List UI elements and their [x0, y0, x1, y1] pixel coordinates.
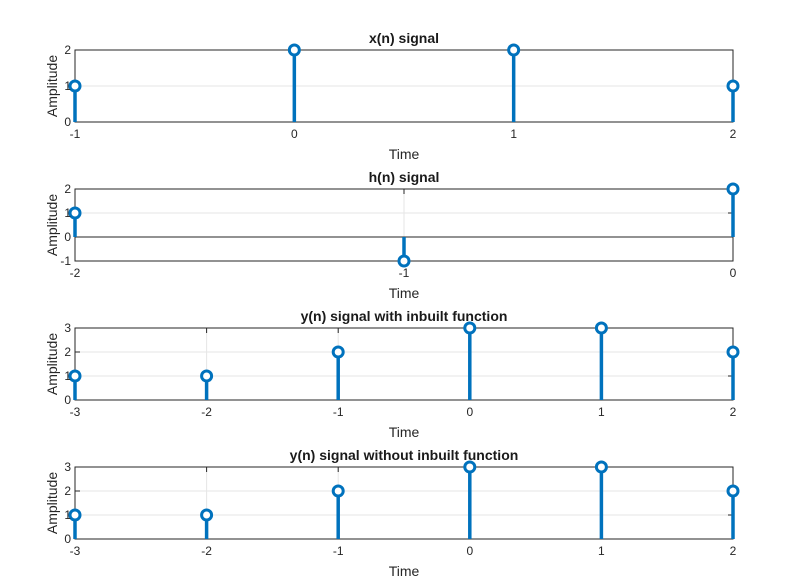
y-tick-label: 2	[64, 345, 71, 359]
axes-box	[74, 327, 734, 401]
x-tick-label: -1	[333, 405, 344, 419]
stem-marker	[726, 484, 740, 498]
x-tick-label: 2	[730, 544, 737, 558]
stem-marker	[68, 508, 82, 522]
y-tick-label: 0	[64, 532, 71, 546]
y-tick-label: 3	[64, 321, 71, 335]
x-tick-label: -3	[70, 405, 81, 419]
y-tick-label: 3	[64, 460, 71, 474]
y-axis-label: Amplitude	[44, 194, 60, 256]
x-tick-label: 0	[466, 544, 473, 558]
stem-marker	[726, 182, 740, 196]
stem-marker	[331, 484, 345, 498]
x-tick-label: 0	[291, 127, 298, 141]
chart-panel-4: -3 -2 -1 0 1 2 0 1 2 3 y(n) signal without inbuilt…	[44, 447, 740, 578]
stem-marker	[68, 206, 82, 220]
chart-title: y(n) signal without inbuilt function	[290, 447, 519, 463]
x-tick-label: 0	[466, 405, 473, 419]
stem-marker	[726, 345, 740, 359]
y-tick-label: 1	[64, 79, 71, 93]
chart-panel-3: -3 -2 -1 0 1 2 0 1 2 3 y(n) signal with inbuilt fu…	[44, 308, 740, 440]
chart-title: x(n) signal	[369, 30, 439, 46]
stem-marker	[68, 79, 82, 93]
y-tick-label: 2	[64, 43, 71, 57]
x-tick-label: 1	[598, 405, 605, 419]
y-tick-label: 1	[64, 508, 71, 522]
stem-marker	[463, 321, 477, 335]
x-tick-label: 0	[730, 266, 737, 280]
stem-marker	[200, 508, 214, 522]
axes-box	[74, 466, 734, 540]
y-tick-label: 0	[64, 230, 71, 244]
x-axis-label: Time	[389, 146, 420, 162]
y-tick-label: 1	[64, 369, 71, 383]
stem-marker	[507, 43, 521, 57]
stem-marker	[726, 79, 740, 93]
stem-marker	[594, 321, 608, 335]
stem-marker	[68, 369, 82, 383]
stem-marker	[331, 345, 345, 359]
x-axis-label: Time	[389, 563, 420, 578]
y-axis-label: Amplitude	[44, 333, 60, 395]
y-axis-label: Amplitude	[44, 55, 60, 117]
x-tick-label: 2	[730, 127, 737, 141]
x-axis-label: Time	[389, 424, 420, 440]
y-tick-label: 1	[64, 206, 71, 220]
y-tick-label: -1	[60, 254, 71, 268]
stem-marker	[397, 254, 411, 268]
x-tick-label: -2	[70, 266, 81, 280]
chart-title: h(n) signal	[369, 169, 440, 185]
x-tick-label: 2	[730, 405, 737, 419]
x-tick-label: -1	[70, 127, 81, 141]
x-tick-label: 1	[510, 127, 517, 141]
stem-marker	[463, 460, 477, 474]
stem-marker	[594, 460, 608, 474]
y-tick-label: 0	[64, 115, 71, 129]
x-tick-label: -2	[201, 405, 212, 419]
x-axis-label: Time	[389, 285, 420, 301]
stem-marker	[287, 43, 301, 57]
y-tick-label: 2	[64, 484, 71, 498]
y-axis-label: Amplitude	[44, 472, 60, 534]
x-tick-label: -1	[333, 544, 344, 558]
y-tick-label: 0	[64, 393, 71, 407]
chart-title: y(n) signal with inbuilt function	[301, 308, 508, 324]
x-tick-label: -1	[399, 266, 410, 280]
x-tick-label: -3	[70, 544, 81, 558]
x-tick-label: -2	[201, 544, 212, 558]
stem-marker	[200, 369, 214, 383]
x-tick-label: 1	[598, 544, 605, 558]
y-tick-label: 2	[64, 182, 71, 196]
